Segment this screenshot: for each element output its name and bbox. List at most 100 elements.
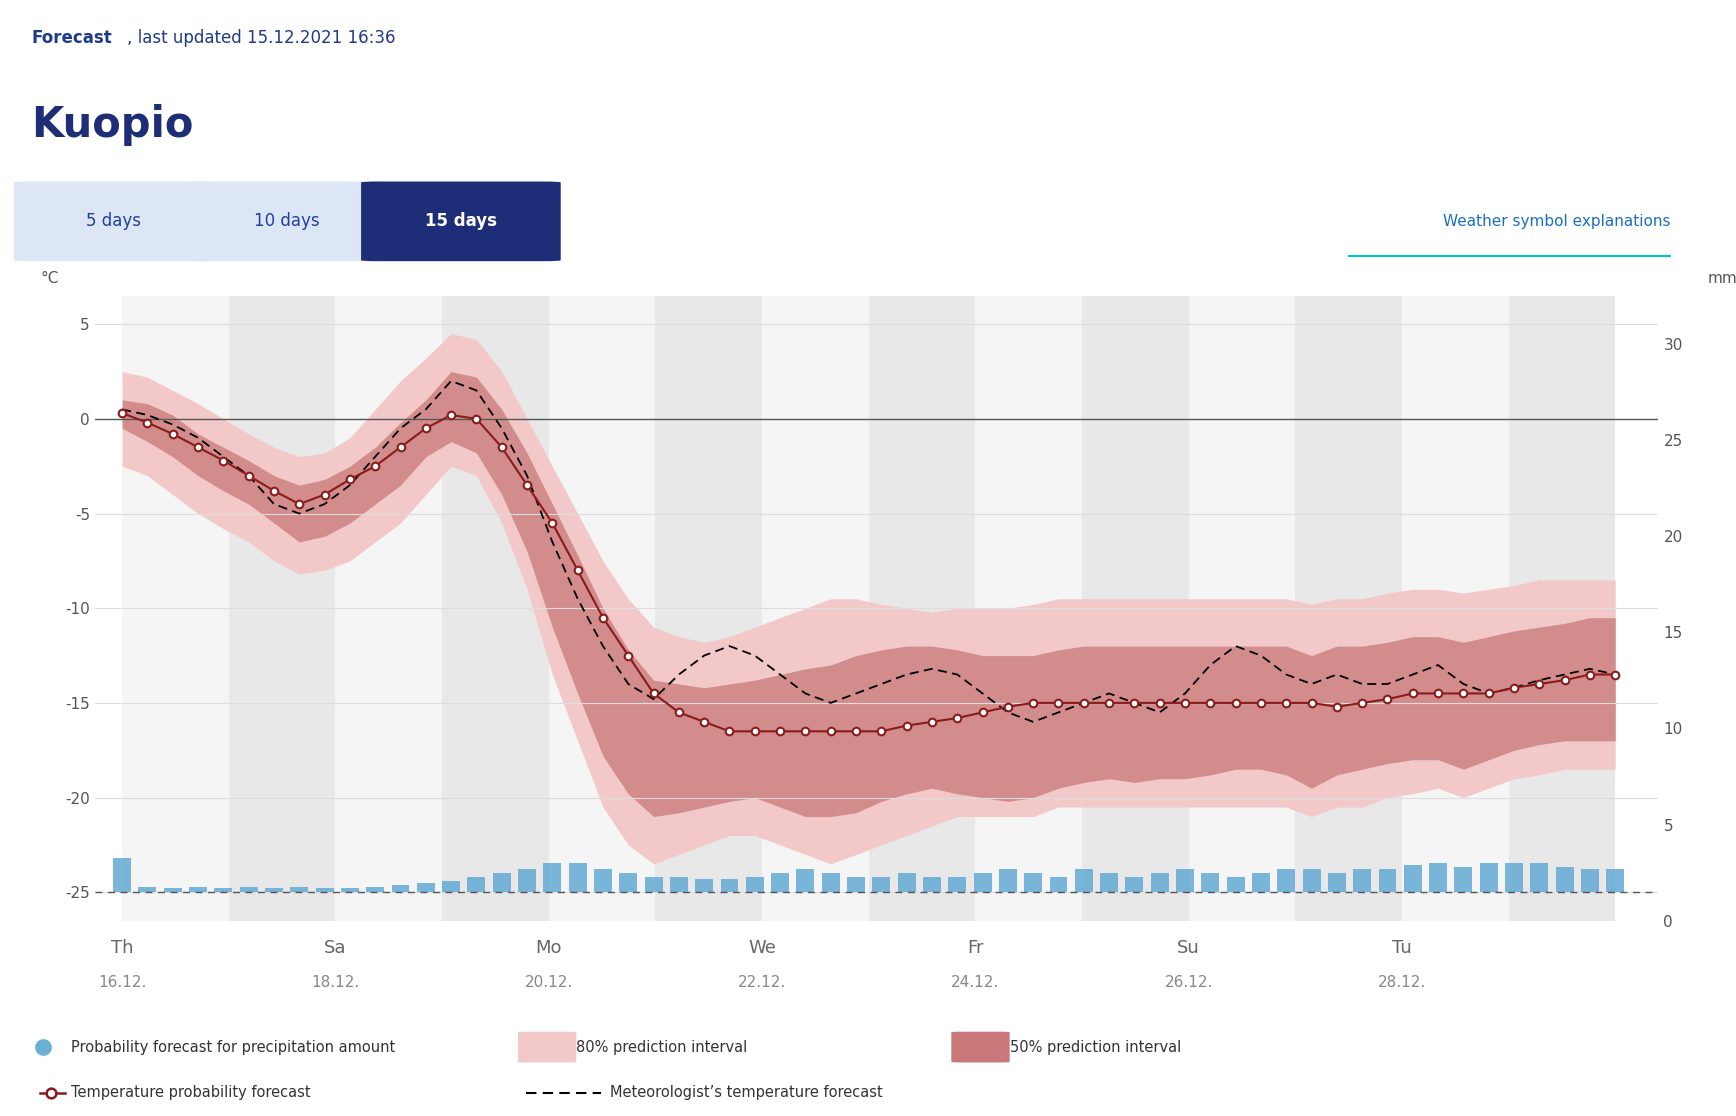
Text: Kuopio: Kuopio xyxy=(31,104,194,145)
Bar xyxy=(1328,873,1345,893)
Bar xyxy=(1505,864,1522,893)
Bar xyxy=(1125,877,1144,893)
Bar xyxy=(1555,867,1573,893)
Bar xyxy=(797,869,814,893)
Text: Forecast: Forecast xyxy=(31,29,113,47)
Bar xyxy=(122,296,229,921)
Bar xyxy=(290,886,309,893)
Bar xyxy=(215,888,233,893)
Bar xyxy=(467,877,486,893)
Bar xyxy=(873,877,891,893)
Bar xyxy=(189,886,207,893)
Bar xyxy=(1101,873,1118,893)
Bar xyxy=(335,296,443,921)
Bar xyxy=(1278,869,1295,893)
Bar xyxy=(417,883,434,893)
Bar xyxy=(656,296,762,921)
Bar xyxy=(113,858,132,893)
FancyBboxPatch shape xyxy=(517,1031,576,1062)
FancyBboxPatch shape xyxy=(14,182,214,261)
Bar xyxy=(1295,296,1403,921)
Bar xyxy=(340,888,359,893)
Bar xyxy=(821,873,840,893)
Bar xyxy=(1479,864,1498,893)
FancyBboxPatch shape xyxy=(187,182,387,261)
Bar xyxy=(1403,296,1509,921)
Bar xyxy=(163,888,182,893)
Bar xyxy=(1075,869,1092,893)
Text: 50% prediction interval: 50% prediction interval xyxy=(1010,1040,1180,1055)
Bar xyxy=(266,888,283,893)
Bar xyxy=(1378,869,1396,893)
Bar xyxy=(493,873,510,893)
Bar xyxy=(229,296,335,921)
Bar xyxy=(644,877,663,893)
Text: 80% prediction interval: 80% prediction interval xyxy=(576,1040,748,1055)
Text: °C: °C xyxy=(42,271,59,287)
FancyBboxPatch shape xyxy=(951,1031,1010,1062)
Text: Tu: Tu xyxy=(1392,940,1411,958)
Bar xyxy=(670,877,687,893)
Text: 28.12.: 28.12. xyxy=(1378,975,1425,990)
Bar xyxy=(762,296,868,921)
Bar xyxy=(1302,869,1321,893)
Text: 10 days: 10 days xyxy=(255,212,319,230)
Bar xyxy=(443,881,460,893)
Bar xyxy=(974,873,991,893)
Text: Meteorologist’s temperature forecast: Meteorologist’s temperature forecast xyxy=(609,1085,882,1100)
Bar xyxy=(1024,873,1042,893)
Bar xyxy=(316,888,333,893)
Bar xyxy=(1050,877,1068,893)
Text: Su: Su xyxy=(1177,940,1200,958)
Bar xyxy=(517,869,536,893)
Text: We: We xyxy=(748,940,776,958)
Bar xyxy=(443,296,549,921)
Text: , last updated 15.12.2021 16:36: , last updated 15.12.2021 16:36 xyxy=(127,29,396,47)
Text: 26.12.: 26.12. xyxy=(1165,975,1213,990)
Bar xyxy=(594,869,611,893)
Text: mm: mm xyxy=(1708,271,1736,287)
Text: Mo: Mo xyxy=(535,940,562,958)
Bar xyxy=(240,886,257,893)
Bar xyxy=(392,885,410,893)
Text: 15 days: 15 days xyxy=(425,212,496,230)
Bar xyxy=(898,873,915,893)
Bar xyxy=(1082,296,1189,921)
Text: Sa: Sa xyxy=(325,940,347,958)
FancyBboxPatch shape xyxy=(361,182,561,261)
Bar xyxy=(543,864,561,893)
Bar xyxy=(139,886,156,893)
Text: 20.12.: 20.12. xyxy=(524,975,573,990)
Bar xyxy=(998,869,1017,893)
Bar xyxy=(549,296,656,921)
Bar xyxy=(1189,296,1295,921)
Text: 24.12.: 24.12. xyxy=(951,975,1000,990)
Text: Th: Th xyxy=(111,940,134,958)
Bar xyxy=(366,886,384,893)
Bar xyxy=(1581,869,1599,893)
Text: 18.12.: 18.12. xyxy=(311,975,359,990)
Bar xyxy=(1227,877,1245,893)
Bar xyxy=(1175,869,1194,893)
Bar xyxy=(694,878,713,893)
Bar xyxy=(847,877,865,893)
Bar xyxy=(1252,873,1271,893)
Bar xyxy=(1404,865,1422,893)
Bar xyxy=(924,877,941,893)
Bar xyxy=(720,878,738,893)
Text: Temperature probability forecast: Temperature probability forecast xyxy=(71,1085,311,1100)
Bar xyxy=(771,873,790,893)
Text: 5 days: 5 days xyxy=(87,212,141,230)
Text: Probability forecast for precipitation amount: Probability forecast for precipitation a… xyxy=(71,1040,396,1055)
Bar xyxy=(1352,869,1371,893)
Bar xyxy=(620,873,637,893)
Bar xyxy=(976,296,1082,921)
Text: Fr: Fr xyxy=(967,940,984,958)
Bar xyxy=(1151,873,1168,893)
Bar xyxy=(569,864,587,893)
Text: 16.12.: 16.12. xyxy=(97,975,146,990)
Bar xyxy=(746,877,764,893)
Bar xyxy=(1531,864,1549,893)
Bar xyxy=(1201,873,1219,893)
Text: Weather symbol explanations: Weather symbol explanations xyxy=(1443,214,1670,229)
